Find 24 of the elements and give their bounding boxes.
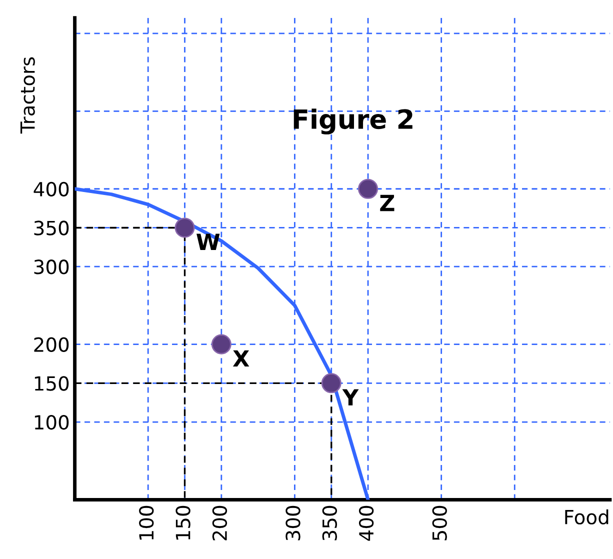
x-tick-label: 300: [286, 506, 300, 540]
point: [174, 218, 195, 238]
annotation: Z: [380, 194, 394, 212]
point: [358, 178, 378, 199]
annotation: Y: [342, 389, 359, 406]
x-tick-label: 200: [212, 506, 228, 540]
annotation: X: [232, 350, 250, 367]
point: [211, 334, 232, 354]
x-tick-label: 100: [139, 506, 154, 540]
y-axis-title: Tractors: [20, 57, 35, 134]
x-tick-label: 400: [358, 506, 374, 541]
y-tick-label: 350: [34, 220, 69, 236]
x-axis-title: Food: [565, 509, 608, 524]
y-tick-label: 100: [34, 414, 69, 430]
y-tick-label: 300: [34, 260, 69, 274]
x-tick-label: 150: [176, 506, 190, 540]
y-tick-label: 400: [34, 182, 69, 197]
point: [321, 373, 342, 394]
text: Figure 2: [294, 108, 412, 134]
annotation: W: [196, 234, 220, 250]
x-tick-label: 350: [322, 506, 338, 540]
y-tick-label: 150: [34, 376, 69, 391]
y-tick-label: 200: [34, 337, 69, 352]
x-tick-label: 500: [432, 506, 447, 540]
